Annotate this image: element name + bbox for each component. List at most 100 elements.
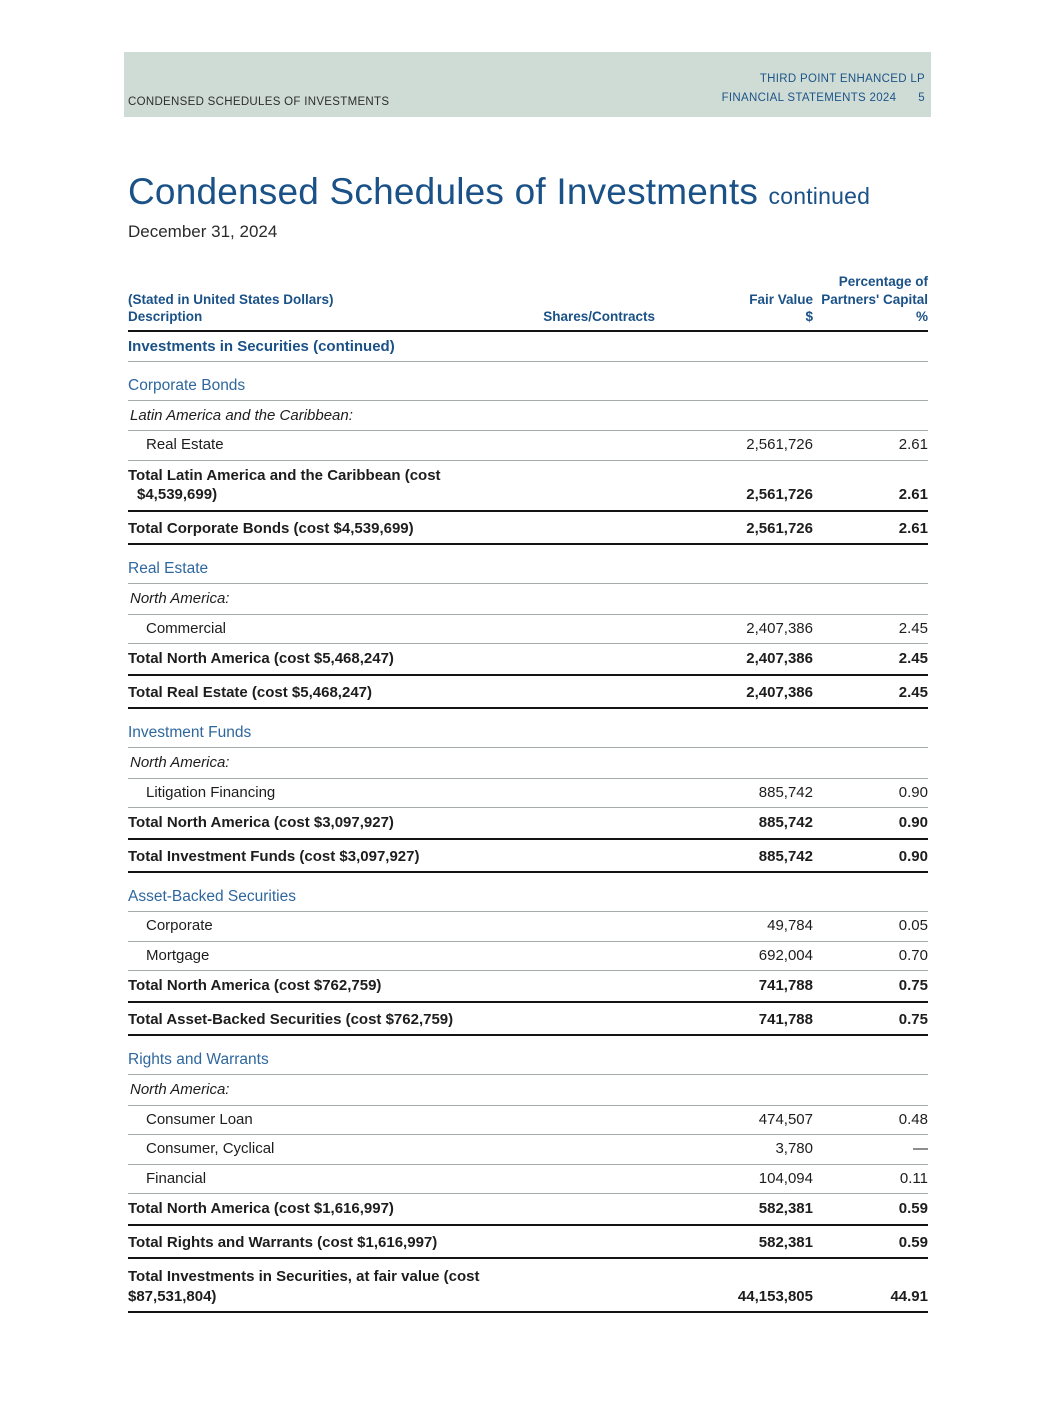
- section-total-row-percentage: 0.75: [898, 1010, 928, 1028]
- holding-row: Mortgage 692,004 0.70: [128, 942, 928, 972]
- schedule-of-investments-table: (Stated in United States Dollars) Descri…: [128, 273, 928, 1314]
- running-header-right: THIRD POINT ENHANCED LP FINANCIAL STATEM…: [722, 70, 925, 108]
- table-header-description: Description: [128, 309, 203, 325]
- subtotal-row-label: Total North America (cost $762,759): [128, 977, 382, 995]
- section-total-row: Total Rights and Warrants (cost $1,616,9…: [128, 1226, 928, 1260]
- holding-row-percentage: 2.45: [898, 619, 928, 637]
- holding-row-label: Mortgage: [146, 946, 210, 964]
- holding-row-label: Consumer Loan: [146, 1110, 253, 1128]
- table-header: (Stated in United States Dollars) Descri…: [128, 273, 928, 332]
- table-header-shares-contracts: Shares/Contracts: [543, 309, 655, 325]
- holding-row: Commercial 2,407,386 2.45: [128, 615, 928, 645]
- holding-row-percentage: 0.70: [898, 946, 928, 964]
- grand-total-row: Total Investments in Securities, at fair…: [128, 1259, 928, 1314]
- holding-row-percentage: 0.90: [898, 783, 928, 801]
- running-header-report: FINANCIAL STATEMENTS 2024: [721, 92, 897, 105]
- page-number: 5: [918, 92, 925, 105]
- subtotal-row-percentage: 0.90: [898, 814, 928, 832]
- subtotal-row: Total North America (cost $1,616,997) 582…: [128, 1194, 928, 1226]
- subtotal-row: Total North America (cost $3,097,927) 885…: [128, 808, 928, 840]
- region-row-label: Latin America and the Caribbean:: [130, 406, 353, 424]
- subtotal-row-label: Total North America (cost $5,468,247): [128, 650, 394, 668]
- section-total-row-percentage: 2.61: [898, 519, 928, 537]
- section-total-row: Total Corporate Bonds (cost $4,539,699) 2…: [128, 512, 928, 546]
- holding-row: Financial 104,094 0.11: [128, 1165, 928, 1195]
- subtotal-row-fair-value: 885,742: [758, 814, 813, 832]
- section-total-row-label: Total Corporate Bonds (cost $4,539,699): [128, 519, 414, 537]
- section-title: Rights and Warrants: [128, 1036, 928, 1076]
- subtotal-row: Total North America (cost $5,468,247) 2,4…: [128, 644, 928, 676]
- grand-total-row-fair-value: 44,153,805: [737, 1287, 813, 1305]
- holding-row: Consumer, Cyclical 3,780 —: [128, 1135, 928, 1165]
- holding-row-fair-value: 692,004: [758, 946, 813, 964]
- page-title-main: Condensed Schedules of Investments: [128, 171, 759, 212]
- holding-row-label: Litigation Financing: [146, 783, 276, 801]
- statement-date: December 31, 2024: [128, 222, 278, 241]
- holding-row-label: Real Estate: [146, 436, 224, 454]
- page-header-band: CONDENSED SCHEDULES OF INVESTMENTS THIRD…: [124, 52, 931, 117]
- section-total-row: Total Asset-Backed Securities (cost $762…: [128, 1003, 928, 1037]
- section-total-row-label: Total Investment Funds (cost $3,097,927): [128, 847, 420, 865]
- region-row-label: North America:: [130, 590, 230, 608]
- section-title: Asset-Backed Securities: [128, 873, 928, 913]
- table-header-fair-value-unit: $: [805, 309, 813, 325]
- subtotal-row-percentage: 2.61: [898, 486, 928, 504]
- subtotal-row-fair-value: 2,407,386: [746, 650, 813, 668]
- holding-row-fair-value: 474,507: [758, 1110, 813, 1128]
- holding-row-label: Corporate: [146, 917, 213, 935]
- subtotal-row-label: Total North America (cost $1,616,997): [128, 1200, 394, 1218]
- region-row: North America:: [128, 1075, 928, 1106]
- section-total-row-fair-value: 582,381: [758, 1233, 813, 1251]
- holding-row-fair-value: 104,094: [758, 1169, 813, 1187]
- section-total-row-label: Total Real Estate (cost $5,468,247): [128, 683, 372, 701]
- subtotal-row-percentage: 0.59: [898, 1200, 928, 1218]
- subtotal-row-percentage: 2.45: [898, 650, 928, 668]
- section-total-row-percentage: 0.59: [898, 1233, 928, 1251]
- document-body: Condensed Schedules of Investments conti…: [128, 171, 928, 1314]
- holding-row-percentage: 0.05: [898, 917, 928, 935]
- holding-row-percentage: 2.61: [898, 436, 928, 454]
- table-intro-heading: Investments in Securities (continued): [128, 332, 928, 362]
- section-total-row-fair-value: 2,561,726: [746, 519, 813, 537]
- section-title: Corporate Bonds: [128, 362, 928, 401]
- page-title: Condensed Schedules of Investments conti…: [128, 171, 928, 213]
- subtotal-row-label-line2: $4,539,699): [137, 486, 218, 504]
- running-header-left: CONDENSED SCHEDULES OF INVESTMENTS: [128, 96, 390, 108]
- subtotal-row-fair-value: 582,381: [758, 1200, 813, 1218]
- subtotal-row-label: Total Latin America and the Caribbean (c…: [128, 466, 505, 505]
- section-total-row-label: Total Rights and Warrants (cost $1,616,9…: [128, 1233, 438, 1251]
- table-header-percentage-of: Percentage of: [838, 274, 928, 289]
- holding-row-fair-value: 49,784: [767, 917, 813, 935]
- region-row: North America:: [128, 748, 928, 779]
- subtotal-row: Total North America (cost $762,759) 741,7…: [128, 971, 928, 1003]
- holding-row: Corporate 49,784 0.05: [128, 912, 928, 942]
- section-total-row-fair-value: 741,788: [758, 1010, 813, 1028]
- section-total-row-percentage: 2.45: [898, 683, 928, 701]
- section-total-row-fair-value: 2,407,386: [746, 683, 813, 701]
- grand-total-row-percentage: 44.91: [890, 1287, 928, 1305]
- table-header-partners-capital: Partners' Capital: [821, 291, 928, 307]
- subtotal-row: Total Latin America and the Caribbean (c…: [128, 461, 928, 512]
- holding-row-percentage: —: [913, 1140, 928, 1158]
- section-total-row: Total Investment Funds (cost $3,097,927)…: [128, 840, 928, 874]
- holding-row-fair-value: 3,780: [775, 1140, 813, 1158]
- region-row: Latin America and the Caribbean:: [128, 401, 928, 432]
- section-title: Real Estate: [128, 545, 928, 585]
- section-total-row-label: Total Asset-Backed Securities (cost $762…: [128, 1010, 454, 1028]
- region-row-label: North America:: [130, 754, 230, 772]
- holding-row-fair-value: 885,742: [758, 783, 813, 801]
- holding-row: Consumer Loan 474,507 0.48: [128, 1106, 928, 1136]
- holding-row-label: Consumer, Cyclical: [146, 1140, 275, 1158]
- subtotal-row-percentage: 0.75: [898, 977, 928, 995]
- holding-row-fair-value: 2,407,386: [746, 619, 813, 637]
- subtotal-row-fair-value: 741,788: [758, 977, 813, 995]
- table-rows: Corporate Bonds Latin America and the Car…: [128, 362, 928, 1314]
- holding-row-percentage: 0.11: [899, 1169, 928, 1187]
- running-header-company: THIRD POINT ENHANCED LP: [759, 73, 925, 86]
- subtotal-row-label-line1: Total Latin America and the Caribbean (c…: [128, 466, 441, 484]
- holding-row: Real Estate 2,561,726 2.61: [128, 431, 928, 461]
- region-row: North America:: [128, 584, 928, 615]
- subtotal-row-label: Total North America (cost $3,097,927): [128, 814, 394, 832]
- holding-row-percentage: 0.48: [898, 1110, 928, 1128]
- table-header-fair-value: Fair Value: [749, 291, 813, 307]
